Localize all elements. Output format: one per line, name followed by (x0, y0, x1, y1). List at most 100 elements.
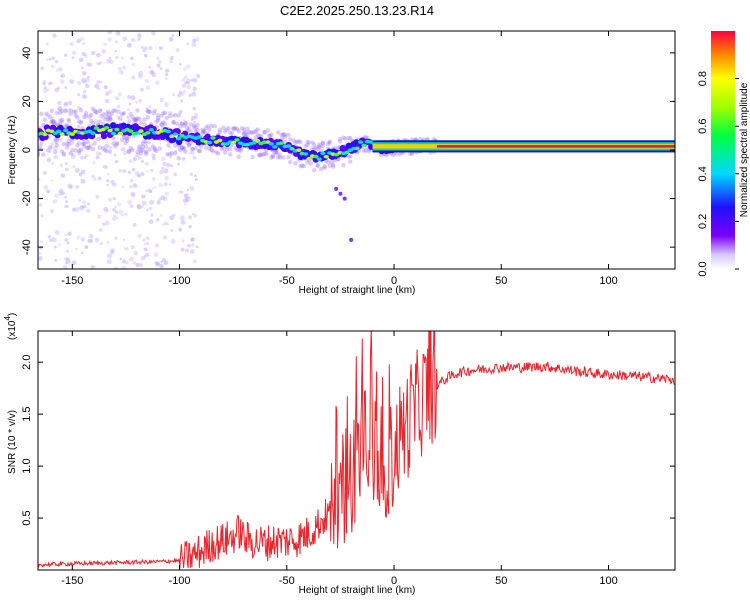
heatmap-noise-speck (117, 202, 122, 207)
heatmap-halo-speck (262, 151, 267, 157)
heatmap-noise-speck (42, 81, 46, 85)
heatmap-halo-speck (97, 108, 102, 114)
heatmap-noise-speck (145, 108, 149, 113)
heatmap-noise-speck (130, 192, 136, 197)
heatmap-halo-speck (92, 141, 97, 146)
heatmap-noise-speck (179, 215, 185, 221)
heatmap-halo-speck (193, 146, 199, 151)
heatmap-noise-speck (108, 89, 113, 94)
heatmap-noise-speck (195, 73, 201, 79)
heatmap-halo-speck (90, 147, 96, 152)
heatmap-noise-speck (103, 42, 108, 47)
heatmap-halo-speck (236, 129, 241, 134)
heatmap-halo-speck (135, 149, 140, 155)
heatmap-halo-speck (109, 111, 114, 116)
heatmap-halo-speck (150, 144, 156, 149)
heatmap-halo-speck (222, 129, 228, 134)
heatmap-halo-speck (226, 125, 231, 131)
heatmap-halo-speck (71, 109, 77, 115)
heatmap-noise-speck (97, 176, 102, 181)
heatmap-noise-speck (43, 185, 49, 190)
heatmap-halo-speck (301, 163, 307, 169)
heatmap-halo-speck (188, 122, 193, 127)
heatmap-peak-speck (172, 132, 178, 136)
heatmap-noise-speck (141, 194, 146, 199)
heatmap-halo-speck (202, 129, 207, 135)
snr-xtick-label: 100 (599, 575, 617, 587)
heatmap-noise-speck (179, 121, 183, 125)
heatmap-noise-speck (121, 213, 125, 217)
colorbar: 0.0 0.2 0.4 0.6 0.8 Normalized spectral ampl… (697, 31, 750, 277)
heatmap-halo-speck (258, 152, 264, 158)
heatmap-halo-speck (138, 120, 144, 125)
svg-text:(x104): (x104) (3, 313, 18, 340)
heatmap-noise-speck (64, 233, 68, 237)
heatmap-halo-speck (233, 125, 238, 131)
heatmap-halo-speck (68, 151, 73, 156)
heatmap-noise-speck (125, 136, 129, 140)
heatmap-halo-speck (209, 147, 214, 153)
heatmap-noise-speck (189, 249, 195, 254)
heatmap-halo-speck (279, 132, 284, 138)
heatmap-noise-speck (195, 245, 199, 249)
heatmap-noise-speck (68, 184, 73, 189)
heatmap-halo-speck (291, 138, 296, 143)
heatmap-noise-speck (54, 59, 59, 64)
heatmap-noise-speck (144, 150, 149, 155)
heatmap-halo-speck (183, 120, 188, 126)
heatmap-halo-speck (73, 113, 78, 118)
heatmap-noise-speck (192, 38, 197, 43)
heatmap-halo-speck (145, 109, 151, 114)
heatmap-noise-speck (54, 193, 59, 198)
heatmap-halo-speck (159, 113, 164, 118)
heatmap-halo-speck (116, 109, 121, 115)
heatmap-halo-speck (49, 119, 54, 125)
heatmap-halo-speck (137, 146, 142, 152)
heatmap-halo-speck (159, 121, 164, 127)
heatmap-noise-speck (125, 247, 129, 251)
heatmap-noise-speck (94, 83, 100, 89)
heatmap-halo-speck (161, 120, 166, 125)
heatmap-halo-speck (176, 113, 181, 118)
heatmap-halo-speck (101, 112, 106, 117)
heatmap-noise-speck (65, 167, 69, 172)
heatmap-halo-speck (126, 148, 132, 154)
heatmap-halo-speck (140, 141, 145, 146)
heatmap-halo-speck (90, 121, 96, 126)
heatmap-noise-speck (81, 94, 87, 99)
heatmap-halo-speck (142, 122, 147, 127)
heatmap-halo-speck (85, 145, 90, 150)
heatmap-noise-speck (107, 31, 113, 35)
heatmap-noise-speck (191, 243, 195, 247)
heatmap-noise-speck (193, 259, 197, 264)
heatmap-noise-speck (114, 236, 118, 240)
heatmap-noise-speck (55, 141, 59, 145)
heatmap-halo-speck (348, 154, 353, 159)
heatmap-halo-speck (282, 132, 288, 137)
heatmap-noise-speck (137, 204, 142, 210)
heatmap-noise-speck (66, 117, 71, 122)
heatmap-noise-speck (187, 215, 192, 220)
heatmap-noise-speck (103, 164, 108, 170)
heatmap-noise-speck (63, 101, 69, 107)
heatmap-noise-speck (151, 187, 154, 190)
heatmap-noise-speck (84, 245, 89, 249)
heatmap-noise-speck (191, 212, 195, 216)
heatmap-noise-speck (137, 233, 142, 239)
heatmap-peak-speck (107, 128, 113, 133)
heatmap-halo-speck (248, 130, 253, 135)
heatmap-noise-speck (58, 66, 63, 72)
heatmap-halo-speck (47, 145, 53, 150)
heatmap-noise-speck (72, 165, 76, 169)
heatmap-noise-speck (191, 151, 195, 155)
heatmap-ytick-label: 20 (21, 95, 33, 107)
snr-xtick-label: 50 (495, 575, 507, 587)
heatmap-noise-speck (116, 104, 121, 109)
heatmap-noise-speck (189, 172, 194, 177)
heatmap-noise-speck (151, 111, 157, 116)
heatmap-noise-speck (113, 266, 119, 269)
heatmap-xtick-label: -100 (169, 275, 191, 287)
heatmap-noise-speck (54, 258, 58, 262)
heatmap-noise-speck (78, 57, 84, 63)
